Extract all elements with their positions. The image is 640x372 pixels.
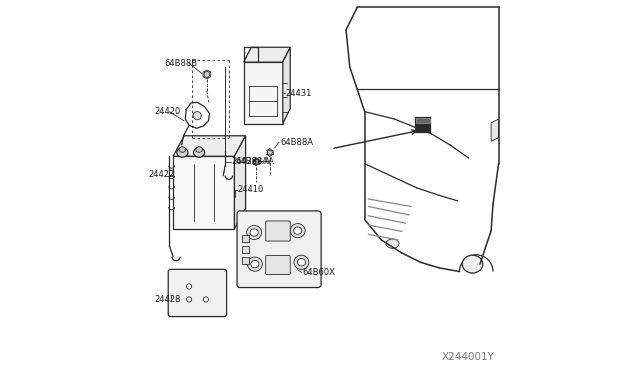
Ellipse shape [253, 159, 259, 164]
Polygon shape [173, 136, 246, 156]
Polygon shape [244, 47, 291, 62]
Polygon shape [491, 119, 499, 141]
FancyBboxPatch shape [266, 221, 291, 241]
Ellipse shape [250, 229, 259, 236]
Text: 24428: 24428 [154, 295, 181, 304]
Text: 24422+A: 24422+A [232, 157, 270, 166]
Bar [173, 156, 234, 229]
Ellipse shape [193, 112, 202, 120]
Ellipse shape [462, 255, 483, 273]
Ellipse shape [246, 225, 262, 240]
Ellipse shape [186, 297, 191, 302]
Ellipse shape [186, 284, 191, 289]
Polygon shape [283, 47, 291, 124]
Text: 64B88A: 64B88A [280, 138, 313, 147]
Ellipse shape [290, 224, 305, 238]
Ellipse shape [177, 148, 188, 157]
Bar [415, 117, 431, 132]
Ellipse shape [298, 259, 305, 266]
Ellipse shape [294, 227, 302, 234]
FancyBboxPatch shape [237, 211, 321, 288]
Text: 24422: 24422 [148, 170, 174, 179]
Ellipse shape [251, 260, 259, 268]
Text: 24431: 24431 [286, 89, 312, 97]
Ellipse shape [294, 255, 309, 269]
Ellipse shape [386, 239, 399, 248]
Text: 24410: 24410 [237, 185, 264, 194]
Ellipse shape [196, 147, 202, 152]
Bar [242, 246, 250, 253]
Bar [242, 257, 250, 264]
Bar [415, 118, 429, 123]
Ellipse shape [267, 150, 273, 155]
FancyBboxPatch shape [168, 269, 227, 317]
Ellipse shape [193, 148, 205, 157]
Text: 64B60X: 64B60X [302, 268, 335, 277]
Text: X244001Y: X244001Y [442, 352, 495, 362]
Ellipse shape [204, 71, 210, 77]
Ellipse shape [203, 297, 209, 302]
FancyBboxPatch shape [266, 256, 291, 275]
Bar [244, 62, 283, 124]
Bar [242, 235, 250, 242]
Text: 24420: 24420 [154, 107, 180, 116]
Polygon shape [234, 136, 246, 229]
Text: 64B88AA: 64B88AA [235, 157, 274, 166]
Ellipse shape [179, 147, 186, 152]
Text: 64B88B: 64B88B [164, 59, 198, 68]
Ellipse shape [248, 257, 262, 271]
